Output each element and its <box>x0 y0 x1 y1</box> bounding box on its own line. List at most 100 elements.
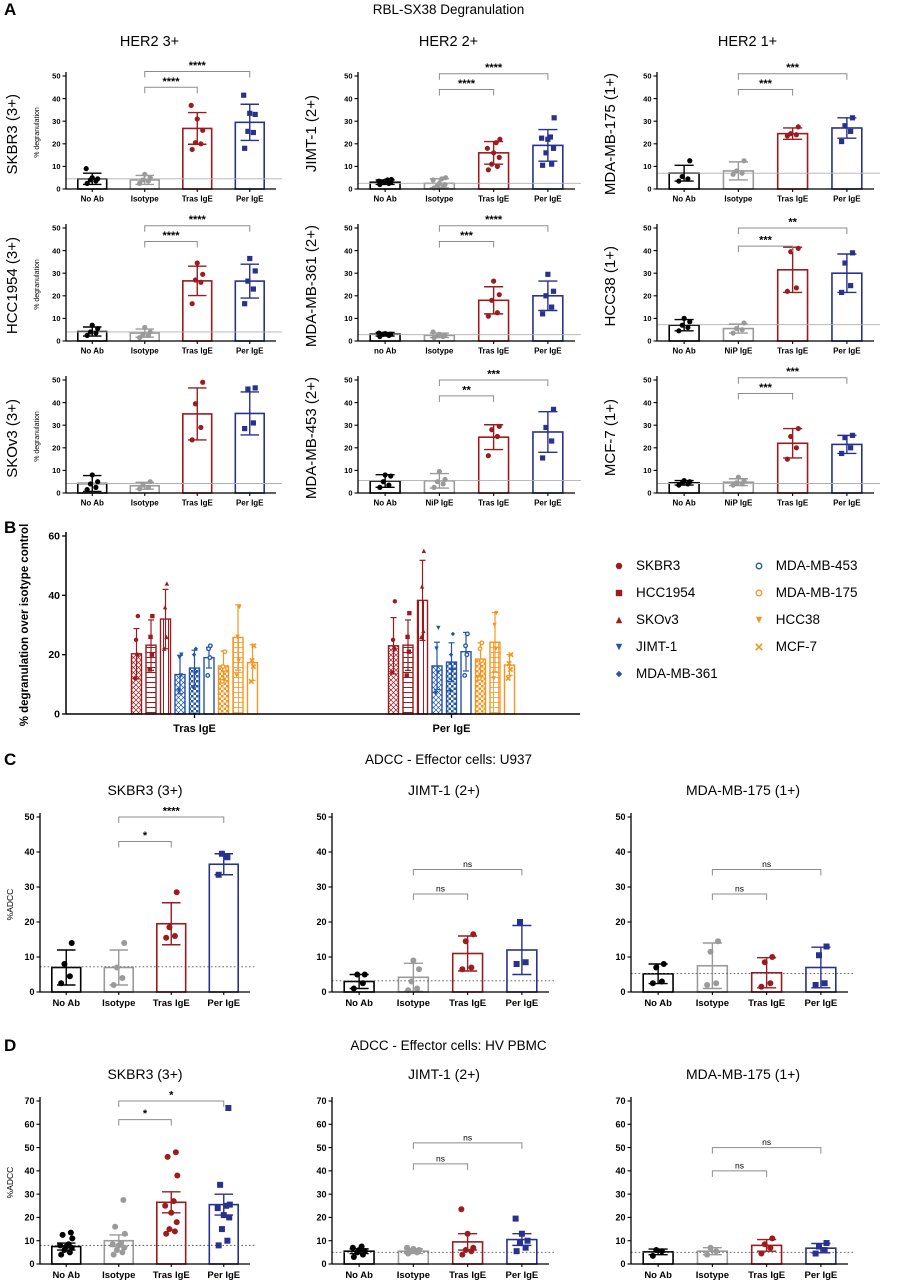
data-point <box>494 433 500 440</box>
category-label: Isotype <box>102 1270 135 1280</box>
data-point <box>462 938 469 945</box>
category-label: Tras IgE <box>777 499 809 508</box>
data-point <box>739 327 745 333</box>
data-point <box>386 482 392 488</box>
triangle-icon <box>615 616 623 623</box>
sig-brackets: ******* <box>438 214 549 248</box>
svg-text:10: 10 <box>615 1236 625 1246</box>
data-point <box>225 1104 232 1111</box>
data-point <box>522 1244 529 1251</box>
data-point <box>112 1223 119 1230</box>
data-point <box>241 92 247 98</box>
data-point <box>405 634 410 640</box>
data-point <box>755 616 762 623</box>
data-point <box>162 646 167 651</box>
data-point <box>730 330 736 336</box>
data-point <box>93 484 99 490</box>
svg-text:30: 30 <box>643 269 651 278</box>
error-bars <box>674 246 857 334</box>
svg-text:20: 20 <box>316 917 326 927</box>
data-point <box>179 652 184 657</box>
data-point <box>842 435 848 441</box>
axis: 0 10 20 30 40 50 No Ab Isotype Tras IgE Per IgE <box>24 812 250 1009</box>
panel-d-row: SKBR3 (3+) 0 10 20 30 40 50 60 70 No Ab Isotype Tra… <box>0 1066 897 1280</box>
svg-text:10: 10 <box>52 162 60 171</box>
data-point <box>436 331 442 337</box>
data-point <box>416 966 423 973</box>
data-point <box>250 129 256 136</box>
data-point <box>164 1153 171 1160</box>
data-point <box>784 288 790 294</box>
data-point <box>793 445 799 451</box>
svg-text:0: 0 <box>321 1259 326 1269</box>
axis: 0 10 20 30 40 50 No Ab Isotype Tras IgE Per IgE <box>52 376 276 508</box>
axis: 0 10 20 30 40 50 No Ab Isotype Tras IgE Per IgE <box>52 72 276 204</box>
data-point <box>87 329 94 335</box>
data-point <box>485 453 491 459</box>
bars <box>369 144 564 190</box>
category-label: No Ab <box>373 195 396 204</box>
sig-brackets: **** **** <box>144 214 251 248</box>
data-point <box>649 980 656 987</box>
panel-a-column-headers: HER2 3+ HER2 2+ HER2 1+ <box>0 34 897 50</box>
cell-line-label: MCF-7 (1+) <box>602 399 619 477</box>
data-point <box>205 672 211 678</box>
data-point <box>496 292 502 298</box>
data-point <box>137 486 143 492</box>
data-point <box>249 657 255 664</box>
data-point <box>551 115 557 121</box>
data-point <box>681 477 687 484</box>
svg-text:50: 50 <box>643 224 651 233</box>
significance-label: **** <box>485 62 503 74</box>
axis: 0 10 20 30 40 50 No Ab Isotype Tras IgE Per IgE <box>316 812 549 1009</box>
points <box>676 425 856 488</box>
chart-a-hcc38: HCC38 (1+) 0 10 20 30 40 50 No Ab NiP IgE Tras Ig… <box>598 210 897 362</box>
data-point <box>443 175 449 181</box>
data-point <box>358 1243 365 1250</box>
data-point <box>849 250 856 256</box>
data-point <box>410 957 417 964</box>
data-point <box>192 401 199 407</box>
data-point <box>658 1248 665 1255</box>
data-point <box>245 128 251 134</box>
category-label: Isotype <box>696 1270 729 1280</box>
category-label: Per IgE <box>805 998 838 1009</box>
axis: 0 10 20 30 40 50 No Ab NiP IgE Tras IgE Per IgE <box>643 376 874 508</box>
category-label: Isotype <box>397 1270 430 1280</box>
svg-text:10: 10 <box>643 314 651 323</box>
chart-a-mcf7: MCF-7 (1+) 0 10 20 30 40 50 No Ab NiP IgE Tras Ig… <box>598 362 897 514</box>
legend-label: MDA-MB-175 <box>775 585 858 600</box>
category-label: Tras IgE <box>182 347 214 356</box>
category-label: No Ab <box>81 347 104 356</box>
panel-a-title: RBL-SX38 Degranulation <box>372 2 525 17</box>
svg-text:20: 20 <box>48 649 60 661</box>
svg-text:40: 40 <box>344 246 352 255</box>
svg-text:0: 0 <box>348 185 352 194</box>
data-point <box>188 102 194 108</box>
category-label: Per IgE <box>805 1270 838 1280</box>
data-point <box>173 1219 180 1226</box>
data-point <box>385 177 391 183</box>
chart-canvas: 0 10 20 30 40 50 No Ab Isotype Tras IgE Per IgE **… <box>344 62 581 204</box>
significance-label: ns <box>436 1153 445 1163</box>
data-point <box>133 637 139 643</box>
data-point <box>685 176 691 182</box>
svg-text:30: 30 <box>344 117 352 126</box>
svg-text:0: 0 <box>29 987 34 997</box>
data-point <box>137 335 143 341</box>
data-point <box>226 1214 233 1221</box>
chart-a-mda-mb-453: MDA-MB-453 (2+) 0 10 20 30 40 50 No Ab NiP IgE Tr… <box>299 362 598 514</box>
data-point <box>170 1198 177 1205</box>
svg-text:40: 40 <box>615 1166 625 1176</box>
svg-text:40: 40 <box>643 94 651 103</box>
svg-text:10: 10 <box>344 162 352 171</box>
data-point <box>767 1244 774 1251</box>
significance-label: **** <box>485 214 503 226</box>
data-point <box>140 482 146 488</box>
data-point <box>207 643 213 649</box>
svg-text:10: 10 <box>316 1236 326 1246</box>
svg-text:40: 40 <box>52 94 60 103</box>
svg-text:50: 50 <box>24 812 34 822</box>
legend-column: SKBR3 HCC1954 SKOv3 JIMT-1 MDA-MB-361 <box>612 558 718 681</box>
chart-title: JIMT-1 (2+) <box>408 782 480 798</box>
